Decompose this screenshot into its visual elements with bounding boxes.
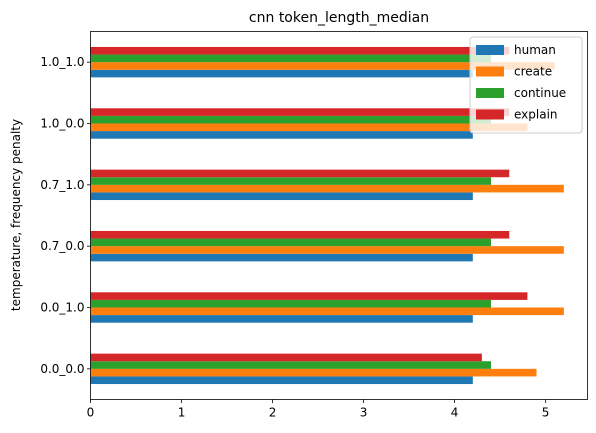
bar-explain-0.7_1.0 [90,169,510,178]
x-tick-label: 3 [360,406,368,420]
x-tick-label: 5 [542,406,550,420]
legend-label-continue: continue [514,86,566,100]
bar-human-0.0_1.0 [90,315,473,323]
bars-group [90,46,564,385]
y-tick-label: 1.0_1.0 [40,55,84,69]
chart-title: cnn token_length_median [249,10,429,26]
bar-explain-1.0_1.0 [90,46,510,55]
bar-create-0.7_0.0 [90,246,564,254]
y-tick-label: 0.7_0.0 [40,239,84,253]
x-tick-label: 1 [178,406,186,420]
bar-continue-1.0_1.0 [90,54,492,63]
bar-create-1.0_0.0 [90,123,528,132]
legend-label-explain: explain [514,108,558,122]
y-tick-label: 1.0_0.0 [40,117,84,131]
y-tick-label: 0.0_0.0 [40,362,84,376]
legend-box [469,36,583,134]
bar-explain-0.0_1.0 [90,292,528,300]
plot-frame [90,31,588,400]
y-ticks: 0.0_0.0 0.0_1.0 0.7_0.0 0.7_1.0 1.0_0.0 1.0_1… [40,55,91,376]
legend-label-human: human [514,43,556,57]
bar-create-0.0_1.0 [90,307,564,316]
x-ticks: 0 1 2 3 4 5 [87,399,550,420]
bar-human-0.7_1.0 [90,192,473,201]
bar-continue-0.7_1.0 [90,177,492,185]
x-tick-label: 2 [269,406,277,420]
legend-swatch-human [476,45,504,55]
bar-continue-0.0_1.0 [90,299,492,308]
bar-continue-0.0_0.0 [90,361,492,369]
y-tick-label: 0.7_1.0 [40,178,84,192]
bar-human-1.0_1.0 [90,69,473,78]
bar-create-0.0_0.0 [90,368,537,377]
y-tick-label: 0.0_1.0 [40,301,84,315]
bar-create-0.7_1.0 [90,184,564,193]
legend-swatch-create [476,66,504,77]
legend: human create continue explain [469,36,583,134]
bar-explain-0.7_0.0 [90,230,510,239]
legend-swatch-explain [476,109,504,120]
bar-explain-0.0_0.0 [90,353,482,362]
bar-human-0.7_0.0 [90,253,473,262]
legend-swatch-continue [476,88,504,98]
legend-label-create: create [514,65,552,79]
x-tick-label: 0 [87,406,95,420]
bar-continue-0.7_0.0 [90,238,492,247]
bar-explain-1.0_0.0 [90,108,510,116]
y-axis-label: temperature, frequency penalty [9,119,23,311]
bar-continue-1.0_0.0 [90,115,492,124]
bar-human-0.0_0.0 [90,376,473,385]
bar-human-1.0_0.0 [90,131,473,139]
bar-create-1.0_1.0 [90,62,555,70]
x-tick-label: 4 [451,406,459,420]
